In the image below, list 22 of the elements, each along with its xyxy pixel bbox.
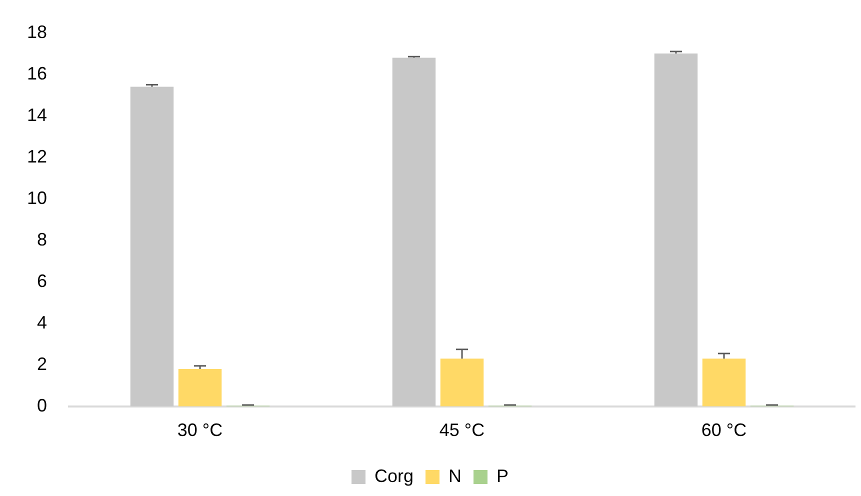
y-tick-label: 4 — [37, 312, 48, 332]
bar — [440, 358, 484, 406]
bar — [654, 54, 698, 406]
y-tick-label: 14 — [26, 104, 48, 125]
y-tick-label: 16 — [26, 63, 48, 84]
bar — [130, 86, 174, 406]
y-tick-label: 2 — [37, 354, 48, 374]
y-tick-label: 8 — [37, 229, 48, 250]
y-tick-label: 12 — [26, 146, 48, 166]
legend-label: N — [448, 466, 462, 486]
x-tick-label: 45 °C — [439, 420, 485, 440]
y-tick-label: 0 — [37, 395, 48, 416]
y-tick-label: 10 — [26, 188, 48, 208]
bar — [178, 369, 222, 406]
x-tick-label: 60 °C — [701, 420, 747, 440]
y-tick-label: 18 — [26, 22, 48, 42]
x-tick-label: 30 °C — [177, 420, 223, 440]
legend-label: Corg — [374, 466, 414, 486]
bar — [392, 58, 436, 406]
bar — [702, 358, 746, 406]
legend-label: P — [496, 466, 509, 486]
y-tick-label: 6 — [37, 270, 48, 291]
